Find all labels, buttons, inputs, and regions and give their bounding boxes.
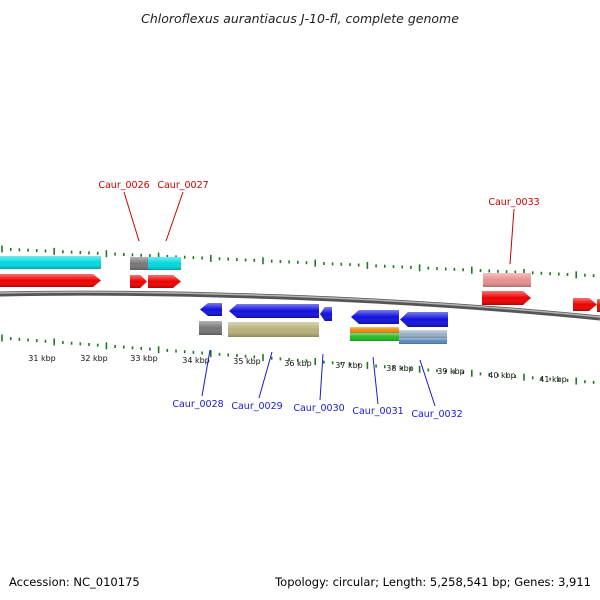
cds-forward[interactable] [482, 291, 531, 305]
cds-forward[interactable] [148, 275, 181, 288]
accession-label: Accession: NC_010175 [9, 575, 140, 589]
cds-reverse[interactable] [320, 307, 332, 321]
leader-line [509, 208, 515, 265]
cds-forward[interactable] [573, 298, 597, 311]
gene-label-group[interactable]: Caur_0032 [411, 359, 463, 420]
leader-line [372, 356, 379, 405]
gene-label-group[interactable]: Caur_0030 [293, 353, 345, 414]
cds-forward-shade [148, 275, 181, 288]
cyan-feature-shade [148, 257, 181, 270]
gene-label[interactable]: Caur_0033 [488, 197, 539, 208]
leader-line [201, 349, 211, 397]
gene-label[interactable]: Caur_0032 [411, 409, 462, 420]
cds-forward[interactable] [130, 275, 147, 288]
gene-label-group[interactable]: Caur_0031 [352, 356, 404, 417]
grey-feature[interactable] [199, 321, 222, 335]
cds-reverse-shade [351, 310, 399, 324]
cyan-feature[interactable] [0, 256, 101, 269]
cds-reverse[interactable] [229, 304, 319, 318]
gene-label-group[interactable]: Caur_0027 [157, 180, 209, 242]
gene-features [0, 256, 600, 344]
kbp-labels: 31 kbp 32 kbp 33 kbp 34 kbp 35 kbp 36 kbp 37 k… [28, 354, 567, 384]
green-feature[interactable] [350, 333, 399, 341]
cds-forward-fragment[interactable] [597, 299, 600, 312]
cds-forward[interactable] [0, 274, 101, 287]
orange-feature-shade [350, 327, 399, 333]
grey-feature-shade [199, 321, 222, 335]
steelblue-feature[interactable] [399, 338, 447, 344]
lightblue-feature-shade [399, 330, 447, 338]
backbone [0, 290, 600, 321]
cds-reverse-shade [200, 303, 222, 316]
cds-forward-shade [573, 298, 597, 311]
cds-reverse[interactable] [400, 312, 448, 327]
gene-label-group[interactable]: Caur_0028 [172, 349, 224, 410]
leader-line [419, 359, 436, 407]
cds-reverse[interactable] [200, 303, 222, 316]
leader-line [165, 191, 184, 242]
leader-line [319, 353, 324, 401]
kbp-label: 34 kbp [182, 356, 210, 365]
kbp-label: 31 kbp [28, 354, 56, 363]
gene-labels: Caur_0026 Caur_0027 Caur_0033 Caur_0028 Caur… [98, 180, 539, 420]
cds-reverse-shade [320, 307, 332, 321]
backbone-highlight [0, 291, 600, 318]
kbp-label: 40 kbp [488, 371, 516, 380]
gene-label-group[interactable]: Caur_0026 [98, 180, 150, 242]
gene-label[interactable]: Caur_0028 [172, 399, 223, 410]
gene-label[interactable]: Caur_0031 [352, 406, 403, 417]
kbp-label: 35 kbp [233, 357, 261, 366]
leader-line [258, 351, 273, 399]
grey-feature[interactable] [130, 257, 148, 270]
genome-summary: Topology: circular; Length: 5,258,541 bp… [274, 575, 591, 589]
leader-line [123, 191, 140, 242]
green-feature-shade [350, 333, 399, 341]
kbp-label: 33 kbp [130, 354, 158, 363]
cyan-feature-shade [0, 256, 101, 269]
salmon-feature[interactable] [483, 273, 531, 287]
cds-forward-fragment-shade [597, 299, 600, 312]
gene-label-group[interactable]: Caur_0029 [231, 351, 283, 412]
kbp-label: 39 kbp [437, 367, 465, 376]
khaki-feature[interactable] [228, 322, 319, 337]
kbp-label: 36 kbp [284, 359, 312, 368]
gene-label[interactable]: Caur_0029 [231, 401, 282, 412]
salmon-feature-shade [483, 273, 531, 287]
khaki-feature-shade [228, 322, 319, 337]
kbp-label: 32 kbp [80, 354, 108, 363]
cds-reverse[interactable] [351, 310, 399, 324]
orange-feature[interactable] [350, 327, 399, 333]
map-title: Chloroflexus aurantiacus J-10-fl, comple… [141, 11, 459, 26]
lightblue-feature[interactable] [399, 330, 447, 338]
grey-feature-shade [130, 257, 148, 270]
gene-label[interactable]: Caur_0026 [98, 180, 149, 191]
kbp-label: 38 kbp [386, 364, 414, 373]
cds-forward-shade [482, 291, 531, 305]
kbp-label: 41 kbp [539, 375, 567, 384]
gene-label-group[interactable]: Caur_0033 [488, 197, 540, 265]
gene-label[interactable]: Caur_0030 [293, 403, 344, 414]
cds-reverse-shade [229, 304, 319, 318]
cds-forward-shade [0, 274, 101, 287]
cds-reverse-shade [400, 312, 448, 327]
gene-label[interactable]: Caur_0027 [157, 180, 208, 191]
cds-forward-shade [130, 275, 147, 288]
kbp-label: 37 kbp [335, 361, 363, 370]
cyan-feature[interactable] [148, 257, 181, 270]
steelblue-feature-shade [399, 338, 447, 344]
lower-ruler [1, 334, 595, 385]
